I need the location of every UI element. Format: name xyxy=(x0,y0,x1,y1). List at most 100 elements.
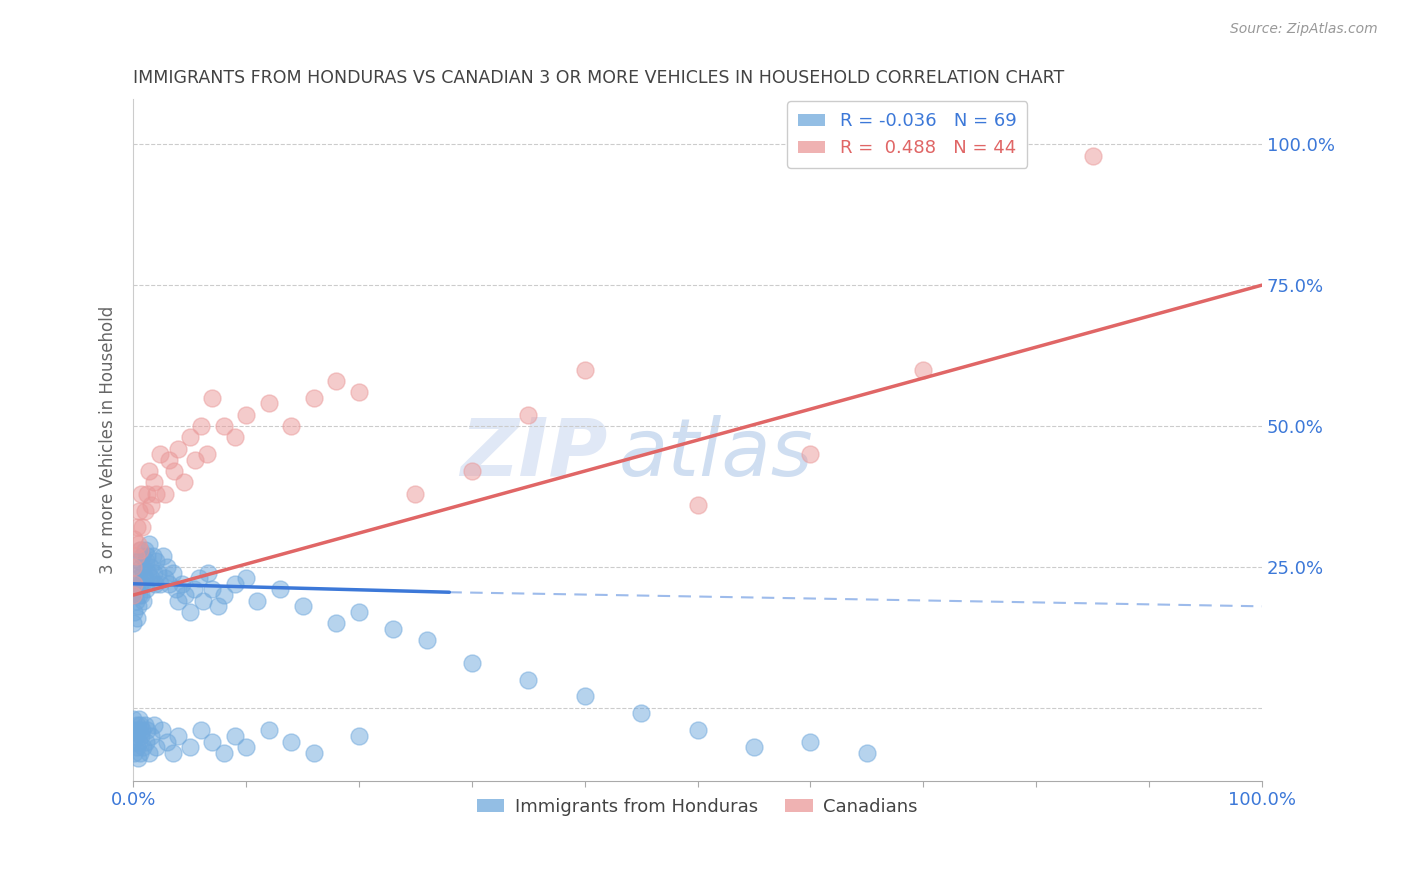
Point xyxy=(686,723,709,738)
Point xyxy=(129,576,152,591)
Point xyxy=(190,723,212,738)
Point xyxy=(127,537,149,551)
Point xyxy=(170,576,193,591)
Point xyxy=(517,673,540,687)
Point xyxy=(257,723,280,738)
Point xyxy=(856,746,879,760)
Point xyxy=(224,576,246,591)
Point xyxy=(131,576,153,591)
Point xyxy=(302,746,325,760)
Point xyxy=(799,447,821,461)
Point xyxy=(134,543,156,558)
Point xyxy=(149,447,172,461)
Point xyxy=(122,712,145,726)
Point xyxy=(686,498,709,512)
Point xyxy=(124,566,146,580)
Point xyxy=(143,576,166,591)
Point xyxy=(124,723,146,738)
Point xyxy=(162,566,184,580)
Point xyxy=(141,571,163,585)
Point xyxy=(127,751,149,765)
Point xyxy=(131,549,153,563)
Point xyxy=(124,549,146,563)
Point xyxy=(207,599,229,614)
Point xyxy=(125,717,148,731)
Point xyxy=(122,560,145,574)
Point xyxy=(159,452,181,467)
Point xyxy=(224,729,246,743)
Point xyxy=(150,723,173,738)
Point xyxy=(127,723,149,738)
Point xyxy=(799,734,821,748)
Point xyxy=(187,571,209,585)
Point xyxy=(125,582,148,597)
Point xyxy=(325,616,347,631)
Point xyxy=(132,740,155,755)
Point xyxy=(142,717,165,731)
Point xyxy=(145,740,167,755)
Point xyxy=(224,430,246,444)
Point xyxy=(167,729,190,743)
Point xyxy=(517,408,540,422)
Point xyxy=(153,571,176,585)
Point xyxy=(131,723,153,738)
Point xyxy=(125,610,148,624)
Point xyxy=(139,560,162,574)
Legend: Immigrants from Honduras, Canadians: Immigrants from Honduras, Canadians xyxy=(470,790,925,823)
Point xyxy=(235,740,257,755)
Point xyxy=(135,723,157,738)
Point xyxy=(183,582,205,597)
Point xyxy=(201,391,224,405)
Point xyxy=(124,576,146,591)
Point xyxy=(124,605,146,619)
Point xyxy=(347,385,370,400)
Point xyxy=(127,599,149,614)
Point xyxy=(201,734,224,748)
Point xyxy=(131,520,153,534)
Point xyxy=(124,729,146,743)
Point xyxy=(325,374,347,388)
Point xyxy=(197,566,219,580)
Point xyxy=(127,571,149,585)
Point xyxy=(179,605,201,619)
Point xyxy=(135,734,157,748)
Point xyxy=(129,588,152,602)
Point xyxy=(162,746,184,760)
Point xyxy=(122,588,145,602)
Y-axis label: 3 or more Vehicles in Household: 3 or more Vehicles in Household xyxy=(100,306,117,574)
Point xyxy=(165,582,187,597)
Point xyxy=(195,447,218,461)
Point xyxy=(124,746,146,760)
Point xyxy=(190,419,212,434)
Point xyxy=(184,452,207,467)
Point xyxy=(156,560,179,574)
Point xyxy=(235,408,257,422)
Point xyxy=(381,622,404,636)
Point xyxy=(174,588,197,602)
Point xyxy=(128,554,150,568)
Point xyxy=(149,576,172,591)
Point xyxy=(156,734,179,748)
Point xyxy=(405,486,427,500)
Point xyxy=(136,566,159,580)
Point xyxy=(132,566,155,580)
Point xyxy=(135,582,157,597)
Point xyxy=(124,576,146,591)
Point xyxy=(201,582,224,597)
Point xyxy=(129,543,152,558)
Point xyxy=(124,593,146,607)
Point xyxy=(159,576,181,591)
Point xyxy=(135,549,157,563)
Point xyxy=(132,593,155,607)
Point xyxy=(246,593,269,607)
Point xyxy=(167,442,190,456)
Point xyxy=(630,706,652,721)
Point xyxy=(145,486,167,500)
Point xyxy=(574,690,596,704)
Point xyxy=(141,498,163,512)
Point xyxy=(179,430,201,444)
Point xyxy=(461,464,484,478)
Point xyxy=(122,588,145,602)
Point xyxy=(129,543,152,558)
Point xyxy=(142,475,165,490)
